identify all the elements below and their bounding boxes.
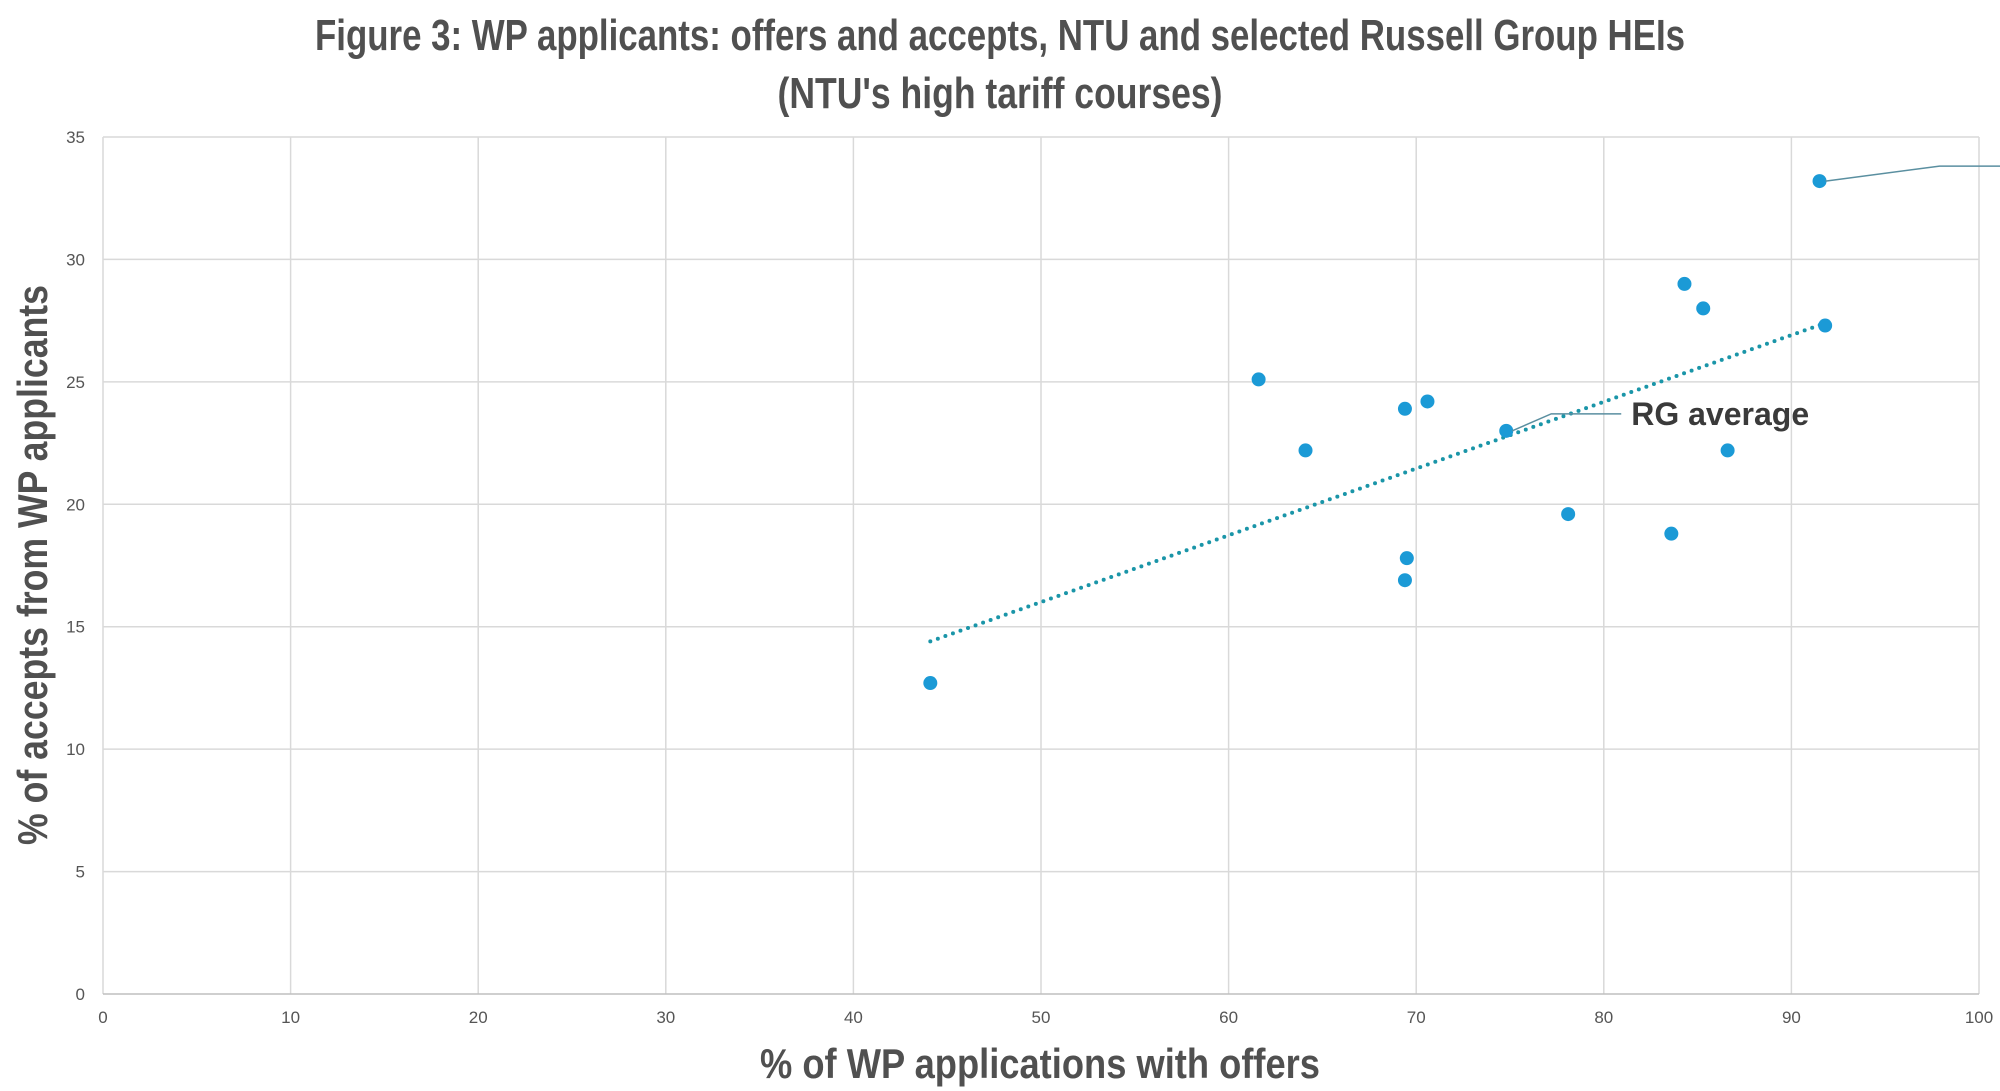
- data-point: [1499, 423, 1514, 438]
- x-tick-label: 30: [656, 1008, 675, 1027]
- trendline: [928, 321, 1828, 644]
- data-point: [1420, 394, 1435, 409]
- y-tick-label: 20: [66, 495, 85, 514]
- data-points: [923, 174, 1833, 691]
- data-point: [1251, 372, 1266, 387]
- data-point: [1397, 573, 1412, 588]
- data-point: [1298, 443, 1313, 458]
- data-point: [1720, 443, 1735, 458]
- x-axis-label: % of WP applications with offers: [760, 1040, 1320, 1087]
- data-point: [1812, 174, 1827, 189]
- gridlines: [102, 136, 1980, 995]
- chart-subtitle: (NTU's high tariff courses): [778, 69, 1223, 118]
- y-tick-label: 0: [76, 985, 85, 1004]
- y-tick-label: 25: [66, 373, 85, 392]
- x-tick-label: 100: [1965, 1008, 1993, 1027]
- tick-labels: 0 10 20 30 40 50 60 70 80 90 100 0 5 10 15 20 25 30 35: [66, 128, 1993, 1027]
- data-point: [1561, 507, 1576, 522]
- y-tick-label: 35: [66, 128, 85, 147]
- x-tick-label: 10: [281, 1008, 300, 1027]
- x-tick-label: 70: [1407, 1008, 1426, 1027]
- x-tick-label: 60: [1219, 1008, 1238, 1027]
- data-point: [1399, 551, 1414, 566]
- annotation-label: RG average: [1631, 396, 1809, 432]
- annotations: RG averageNTU: [1511, 165, 2000, 432]
- y-tick-label: 30: [66, 250, 85, 269]
- x-tick-label: 80: [1594, 1008, 1613, 1027]
- x-tick-label: 20: [469, 1008, 488, 1027]
- y-tick-label: 15: [66, 618, 85, 637]
- x-tick-label: 90: [1782, 1008, 1801, 1027]
- data-point: [1818, 318, 1833, 333]
- trendline-path: [928, 321, 1828, 644]
- y-tick-label: 10: [66, 740, 85, 759]
- data-point: [1696, 301, 1711, 316]
- data-point: [923, 676, 938, 691]
- annotation-leader-line: [1825, 165, 2000, 182]
- y-tick-label: 5: [76, 863, 85, 882]
- chart-title: Figure 3: WP applicants: offers and acce…: [315, 11, 1685, 60]
- annotation-leader-line: [1511, 413, 1622, 432]
- data-point: [1397, 401, 1412, 416]
- data-point: [1677, 276, 1692, 291]
- x-tick-label: 40: [844, 1008, 863, 1027]
- data-point: [1664, 526, 1679, 541]
- y-axis-label: % of accepts from WP applicants: [9, 285, 56, 845]
- x-tick-label: 50: [1032, 1008, 1051, 1027]
- x-tick-label: 0: [98, 1008, 107, 1027]
